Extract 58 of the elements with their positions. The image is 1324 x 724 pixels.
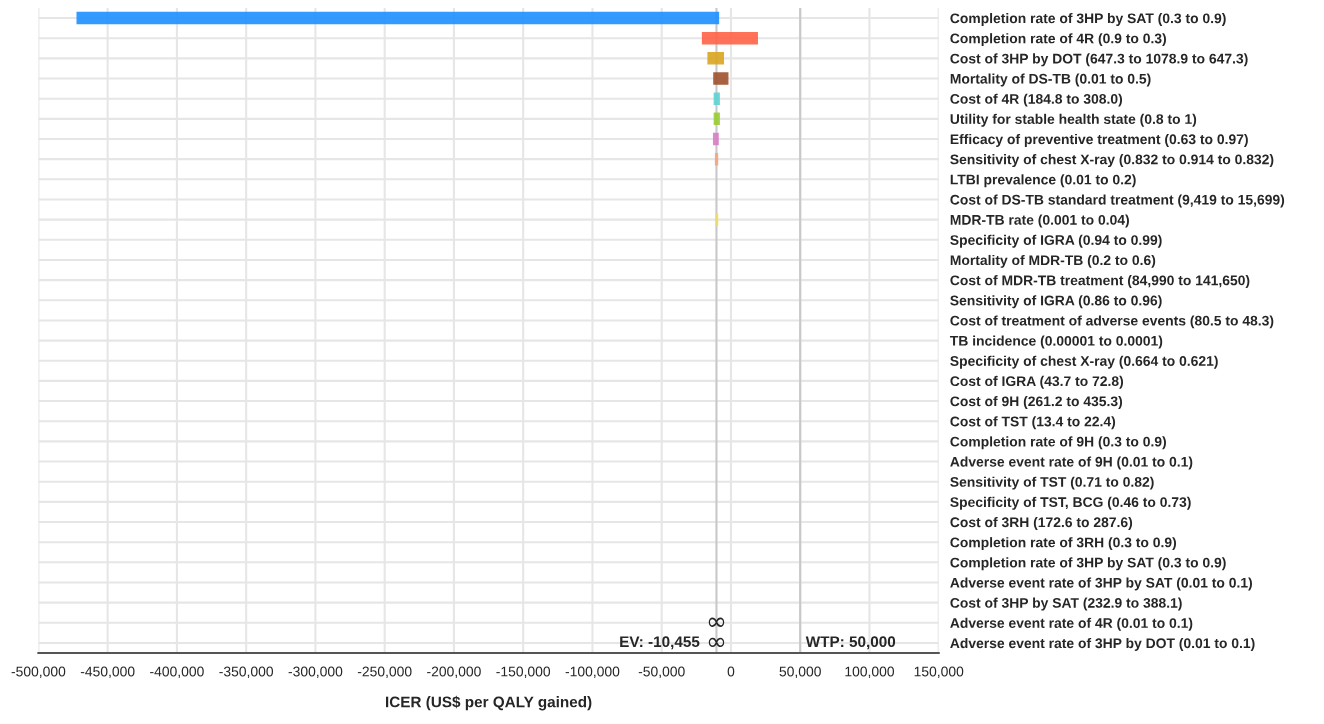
y-tick-label: Cost of TST (13.4 to 22.4) xyxy=(950,416,1116,430)
bar xyxy=(713,72,729,85)
x-tick-label: -300,000 xyxy=(288,666,343,679)
y-tick-label: Cost of treatment of adverse events (80.5 to 48.3) xyxy=(950,315,1274,329)
y-tick-label: Cost of 3RH (172.6 to 287.6) xyxy=(950,516,1133,530)
y-tick-label: Efficacy of preventive treatment (0.63 to 0.97) xyxy=(950,133,1248,147)
x-tick-label: -400,000 xyxy=(150,666,204,679)
bar xyxy=(712,132,719,146)
y-tick-label: Specificity of IGRA (0.94 to 0.99) xyxy=(950,234,1162,248)
x-tick-label: -200,000 xyxy=(427,666,481,679)
x-tick-label: -100,000 xyxy=(565,666,620,679)
y-tick-label: LTBI prevalence (0.01 to 0.2) xyxy=(950,174,1136,188)
x-tick-label: 100,000 xyxy=(845,666,895,679)
y-tick-label: Cost of 4R (184.8 to 308.0) xyxy=(950,93,1123,107)
y-tick-label: Cost of 9H (261.2 to 435.3) xyxy=(950,396,1123,409)
y-tick-label: Cost of MDR-TB treatment (84,990 to 141,650) xyxy=(950,275,1250,289)
y-tick-label: Utility for stable health state (0.8 to 1) xyxy=(950,113,1197,127)
y-tick-label: Completion rate of 3HP by SAT (0.3 to 0.9) xyxy=(950,13,1226,26)
y-tick-label: Specificity of chest X-ray (0.664 to 0.621) xyxy=(950,355,1218,369)
x-axis-title: ICER (US$ per QALY gained) xyxy=(386,695,592,711)
y-tick-label: Sensitivity of TST (0.71 to 0.82) xyxy=(950,476,1154,490)
y-tick-label: Completion rate of 3RH (0.3 to 0.9) xyxy=(950,537,1177,551)
y-tick-label: Specificity of TST, BCG (0.46 to 0.73) xyxy=(950,496,1191,510)
y-tick-label: Cost of 3HP by SAT (232.9 to 388.1) xyxy=(950,597,1182,611)
x-tick-label: -150,000 xyxy=(496,666,551,679)
x-tick-label: 150,000 xyxy=(914,666,964,679)
x-tick-label: -500,000 xyxy=(11,666,66,679)
y-tick-label: Sensitivity of chest X-ray (0.832 to 0.914 to 0.832) xyxy=(950,154,1274,168)
y-tick-label: MDR-TB rate (0.001 to 0.04) xyxy=(950,214,1129,228)
ref-line-label: EV: -10,455 xyxy=(620,636,700,650)
y-tick-label: Mortality of DS-TB (0.01 to 0.5) xyxy=(950,73,1151,87)
bar xyxy=(713,92,720,105)
ref-line-label: WTP: 50,000 xyxy=(805,636,896,650)
y-tick-label: Adverse event rate of 3HP by DOT (0.01 to 0.1) xyxy=(950,637,1255,651)
y-tick-label: Sensitivity of IGRA (0.86 to 0.96) xyxy=(950,295,1162,309)
bar xyxy=(76,11,720,25)
y-tick-label: Completion rate of 9H (0.3 to 0.9) xyxy=(950,436,1166,450)
y-tick-label: Adverse event rate of 4R (0.01 to 0.1) xyxy=(950,617,1193,631)
y-tick-label: TB incidence (0.00001 to 0.0001) xyxy=(949,335,1163,349)
x-tick-label: 0 xyxy=(727,666,735,677)
x-tick-label: -350,000 xyxy=(219,666,274,679)
annotation: ∞ xyxy=(708,637,725,648)
y-tick-label: Completion rate of 4R (0.9 to 0.3) xyxy=(950,33,1166,47)
x-tick-label: -450,000 xyxy=(80,666,135,679)
bar xyxy=(707,52,725,65)
y-tick-label: Cost of DS-TB standard treatment (9,419 to 15,699) xyxy=(950,194,1285,208)
x-tick-label: -250,000 xyxy=(357,666,412,679)
bar xyxy=(701,31,758,45)
y-tick-label: Mortality of MDR-TB (0.2 to 0.6) xyxy=(950,254,1156,268)
bar xyxy=(713,112,720,126)
x-tick-label: -50,000 xyxy=(638,666,685,679)
y-tick-label: Cost of 3HP by DOT (647.3 to 1078.9 to 647.3) xyxy=(950,53,1248,67)
y-tick-label: Adverse event rate of 3HP by SAT (0.01 to 0.1) xyxy=(950,577,1252,591)
x-tick-label: 50,000 xyxy=(779,666,821,679)
y-tick-label: Completion rate of 3HP by SAT (0.3 to 0.9) xyxy=(950,557,1226,571)
y-tick-label: Cost of IGRA (43.7 to 72.8) xyxy=(950,375,1124,389)
y-tick-label: Adverse event rate of 9H (0.01 to 0.1) xyxy=(950,456,1193,470)
annotation: ∞ xyxy=(708,617,725,627)
